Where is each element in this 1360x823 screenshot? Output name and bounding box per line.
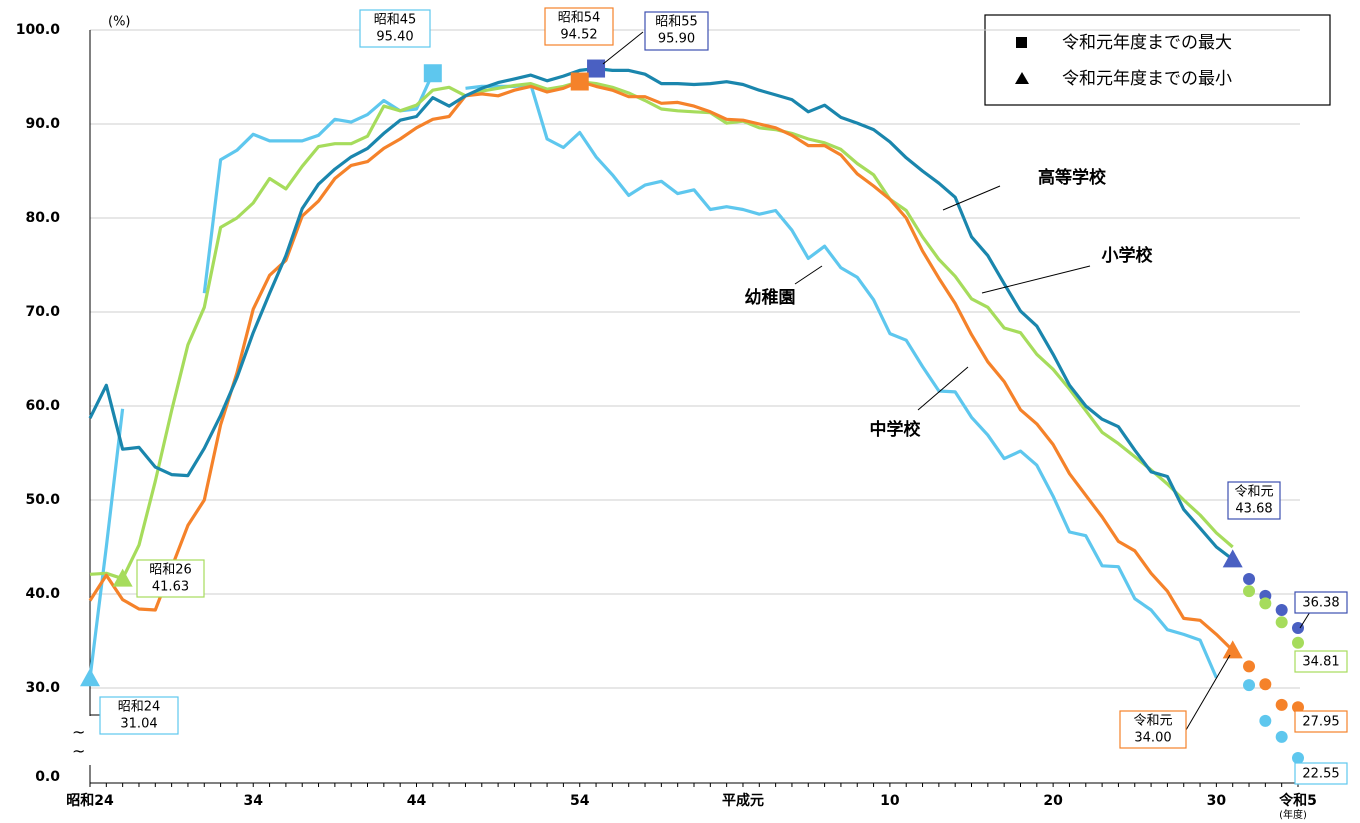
y-tick-label: 50.0: [25, 492, 60, 508]
dot: [1243, 660, 1256, 673]
annotation-box: [99, 696, 179, 735]
dot: [1243, 679, 1256, 692]
min-marker: [80, 668, 100, 687]
unit-label: (%): [108, 15, 131, 30]
y-tick-label: 80.0: [25, 210, 60, 226]
x-unit-label: (年度): [1279, 808, 1307, 821]
annotation-value: 41.63: [152, 580, 189, 595]
series-line: [89, 80, 1234, 581]
annotation-value: 94.52: [560, 28, 597, 43]
series-line: [88, 72, 1218, 679]
dot: [1292, 701, 1304, 714]
end-label-box: [1294, 650, 1348, 673]
annotation-year: 昭和54: [558, 11, 601, 26]
legend-label: 令和元年度までの最大: [1062, 33, 1232, 53]
end-label-box: [1294, 762, 1348, 785]
series-label: 高等学校: [1038, 167, 1107, 188]
annotation-year: 昭和45: [374, 13, 417, 28]
leader-line: [981, 265, 1091, 294]
x-tick-label: 44: [407, 793, 427, 809]
annotation-box: [1119, 710, 1187, 749]
dot: [1292, 752, 1304, 765]
leader-line: [942, 185, 1001, 211]
leader-line: [917, 366, 969, 411]
axis-break: ~: [72, 742, 85, 761]
y-tick-label: 90.0: [25, 116, 60, 132]
dot: [1275, 730, 1288, 743]
annotation-box: [1227, 481, 1281, 520]
annotation-box: [644, 11, 709, 51]
annotation-value: 95.40: [376, 30, 413, 45]
axis-break: ~: [72, 723, 85, 742]
annotation-year: 昭和24: [118, 700, 161, 715]
dot: [1275, 698, 1288, 711]
dot: [1259, 714, 1272, 727]
x-tick-label: 令和5: [1278, 792, 1317, 809]
x-tick-label: 34: [244, 793, 264, 809]
y-tick-label: 0.0: [35, 769, 60, 785]
series-label: 小学校: [1102, 245, 1154, 266]
min-marker: [1222, 640, 1243, 659]
legend-square: [1016, 37, 1027, 48]
annotation-value: 43.68: [1235, 502, 1272, 517]
min-marker: [1222, 549, 1243, 568]
legend-label: 令和元年度までの最小: [1062, 69, 1232, 89]
leader-line: [602, 31, 644, 65]
y-tick-label: 30.0: [25, 680, 60, 696]
annotation-year: 令和元: [1234, 485, 1273, 500]
annotation-value: 31.04: [120, 717, 157, 732]
end-label: 36.38: [1302, 596, 1339, 611]
x-tick-label: 54: [570, 793, 590, 809]
dot: [1292, 636, 1304, 649]
dot: [1243, 572, 1256, 585]
max-marker: [423, 64, 442, 83]
annotation-box: [544, 7, 614, 46]
y-tick-label: 70.0: [25, 304, 60, 320]
max-marker: [587, 59, 606, 78]
legend-triangle: [1015, 72, 1029, 84]
annotation-box: [359, 9, 431, 48]
end-label: 27.95: [1302, 715, 1339, 730]
annotation-value: 34.00: [1134, 731, 1171, 746]
x-tick-label: 20: [1043, 793, 1063, 809]
annotation-year: 令和元: [1133, 714, 1172, 729]
series-line: [88, 66, 1234, 561]
leader-line: [794, 265, 823, 285]
leader-line: [1185, 654, 1231, 731]
dot: [1292, 622, 1304, 635]
annotation-year: 昭和26: [149, 563, 192, 578]
y-tick-label: 100.0: [16, 22, 61, 38]
max-marker: [570, 72, 589, 91]
x-tick-label: 昭和24: [66, 793, 114, 809]
annotation-year: 昭和55: [655, 15, 698, 30]
dot: [1275, 603, 1288, 616]
y-tick-label: 60.0: [25, 398, 60, 414]
end-label-box: [1294, 591, 1348, 614]
legend-box: [984, 14, 1331, 106]
x-tick-label: 30: [1207, 793, 1227, 809]
x-tick-label: 10: [880, 793, 900, 809]
y-tick-label: 40.0: [25, 586, 60, 602]
end-label: 34.81: [1302, 655, 1339, 670]
series-label: 幼稚園: [745, 287, 796, 308]
dot: [1275, 616, 1288, 629]
leader-line: [1299, 611, 1311, 629]
series-label: 中学校: [870, 419, 922, 440]
end-label: 22.55: [1302, 767, 1339, 782]
min-marker: [112, 568, 133, 587]
annotation-box: [136, 559, 205, 598]
dot: [1259, 678, 1272, 691]
dot: [1243, 585, 1256, 598]
series-line: [88, 79, 1234, 652]
dot: [1259, 597, 1272, 610]
annotation-value: 95.90: [658, 32, 695, 47]
end-label-box: [1294, 710, 1348, 733]
leader-line: [89, 688, 100, 716]
x-tick-label: 平成元: [722, 792, 764, 809]
